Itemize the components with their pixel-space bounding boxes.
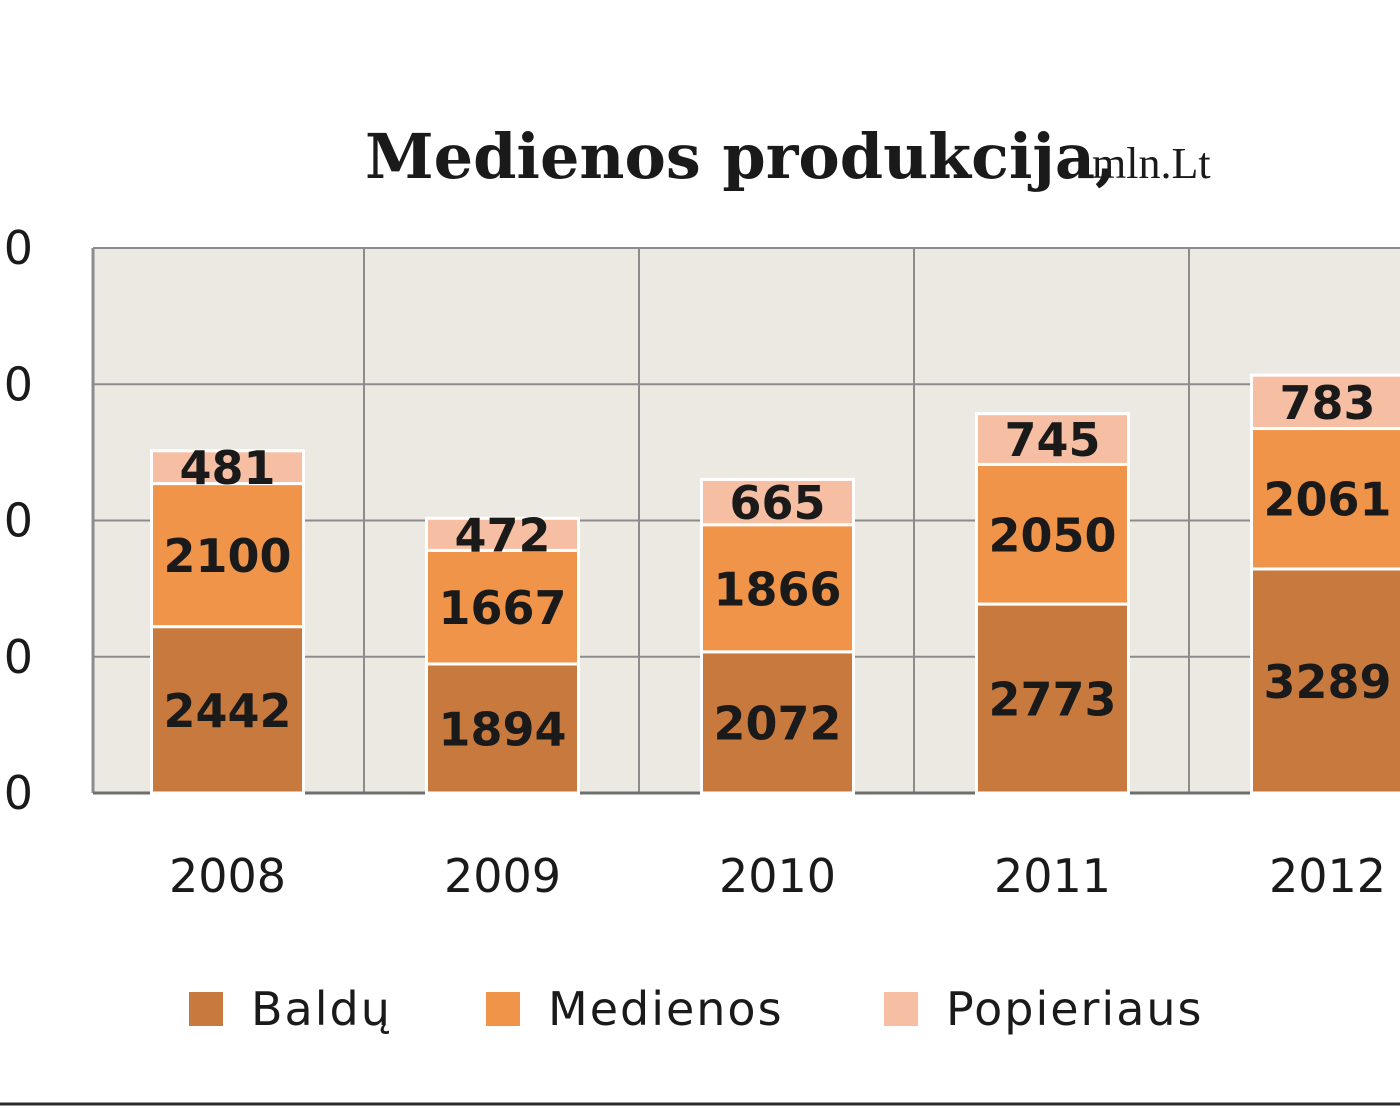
x-tick-label: 2008	[169, 849, 286, 903]
y-tick-label: 0	[4, 766, 33, 820]
bar-segment-popieriaus	[425, 516, 580, 552]
x-tick-label: 2009	[444, 849, 561, 903]
data-label-layer: 2442 2100 481 1894 1667 472 2072 1866 665 2773 205…	[163, 376, 1391, 757]
bar-segment-baldų	[975, 602, 1130, 795]
legend-label: Medienos	[548, 982, 784, 1036]
y-axis-tick-labels: 0 0 0 0 0	[4, 221, 33, 820]
data-label: 1866	[713, 562, 841, 616]
data-label: 2050	[988, 508, 1116, 562]
data-label: 745	[1004, 413, 1100, 467]
legend-swatch-popieriaus	[884, 992, 918, 1026]
x-axis-category-labels: 2008 2009 2010 2011 2012	[169, 849, 1386, 903]
chart-title: Medienos produkcija,	[365, 120, 1117, 193]
bar-segment-medienos	[1250, 427, 1400, 571]
bar-segment-medienos	[150, 482, 305, 629]
data-label: 2072	[713, 696, 841, 750]
data-label: 481	[179, 441, 275, 495]
bar-segment-baldų	[700, 650, 855, 795]
data-label: 783	[1279, 376, 1375, 430]
data-label: 1894	[438, 702, 566, 756]
data-label: 3289	[1263, 655, 1391, 709]
legend: Baldų Medienos Popieriaus	[189, 982, 1204, 1036]
legend-swatch-medienos	[486, 992, 520, 1026]
bar-segment-medienos	[425, 548, 580, 666]
x-tick-label: 2011	[994, 849, 1111, 903]
x-tick-label: 2012	[1269, 849, 1386, 903]
legend-label: Popieriaus	[946, 982, 1204, 1036]
data-label: 2773	[988, 673, 1116, 727]
data-label: 1667	[438, 581, 566, 635]
bar-layer	[150, 373, 1400, 795]
data-label: 2442	[163, 684, 291, 738]
y-tick-label: 0	[4, 221, 33, 275]
bar-segment-medienos	[700, 523, 855, 654]
data-label: 2100	[163, 529, 291, 583]
bar-segment-popieriaus	[700, 477, 855, 527]
y-tick-label: 0	[4, 494, 33, 548]
bar-segment-popieriaus	[1250, 373, 1400, 431]
bar-segment-baldų	[425, 662, 580, 795]
y-tick-label: 0	[4, 357, 33, 411]
y-tick-label: 0	[4, 630, 33, 684]
chart-unit: mln.Lt	[1092, 139, 1211, 188]
data-label: 2061	[1263, 473, 1391, 527]
bar-segment-baldų	[150, 625, 305, 795]
bar-segment-popieriaus	[150, 449, 305, 486]
legend-swatch-baldų	[189, 992, 223, 1026]
legend-label: Baldų	[251, 982, 392, 1036]
bar-segment-popieriaus	[975, 412, 1130, 466]
data-label: 472	[454, 508, 550, 562]
x-tick-label: 2010	[719, 849, 836, 903]
bar-segment-medienos	[975, 462, 1130, 606]
data-label: 665	[729, 476, 825, 530]
